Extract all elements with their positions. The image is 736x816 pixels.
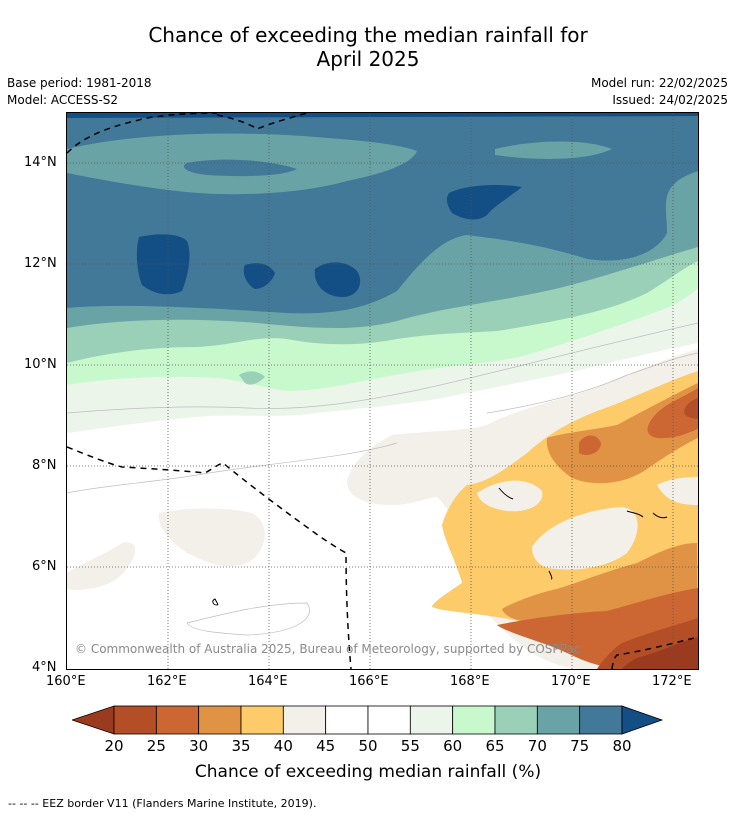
contour-lines [67, 322, 698, 636]
colorbar-cell-9 [494, 705, 538, 735]
rainfall-map [67, 113, 698, 669]
colorbar-cell-4 [282, 705, 327, 735]
band-20-25-ne [684, 398, 698, 419]
colorbar-label-35: 35 [231, 737, 251, 755]
colorbar-label-65: 65 [485, 737, 505, 755]
band-40-45-west1 [158, 508, 265, 567]
band-80-top [67, 113, 698, 118]
band-80-blob3 [314, 262, 361, 297]
band-80-blob4 [446, 185, 522, 220]
colorbar-cell-8 [452, 705, 496, 735]
x-tick-170e: 170°E [551, 674, 591, 689]
base-period: Base period: 1981-2018 [7, 76, 152, 90]
chart-title-line1: Chance of exceeding the median rainfall … [148, 23, 588, 47]
x-tick-162e: 162°E [147, 674, 187, 689]
colorbar-label-55: 55 [400, 737, 420, 755]
band-75-80-north-island [183, 159, 297, 177]
colorbar-cell-2 [198, 705, 242, 735]
colorbar-label-50: 50 [358, 737, 378, 755]
y-tick-8n: 8°N [32, 458, 57, 473]
band-40-45-west2 [67, 542, 136, 590]
band-40-45-island2 [532, 507, 638, 570]
colorbar-cell-11 [579, 705, 623, 735]
issued-date: Issued: 24/02/2025 [612, 93, 728, 107]
x-tick-172e: 172°E [652, 674, 692, 689]
band-30-35 [546, 383, 698, 484]
x-tick-168e: 168°E [450, 674, 490, 689]
colorbar-label-30: 30 [189, 737, 209, 755]
band-40-45-island3 [657, 477, 698, 505]
gridlines [67, 113, 698, 669]
band-65-70-patch [239, 371, 265, 385]
copyright-text: © Commonwealth of Australia 2025, Bureau… [75, 642, 581, 656]
colorbar-cell-3 [240, 705, 284, 735]
chart-title-line2: April 2025 [316, 47, 420, 71]
band-25-30-spot [579, 435, 601, 455]
colorbar-label-45: 45 [316, 737, 336, 755]
colorbar-cell-10 [536, 705, 581, 735]
colorbar-title: Chance of exceeding median rainfall (%) [194, 762, 542, 782]
colorbar-label-40: 40 [273, 737, 293, 755]
colorbar-label-80: 80 [612, 737, 632, 755]
colorbar-cell-7 [409, 705, 454, 735]
colorbar-label-75: 75 [570, 737, 590, 755]
colorbar-label-60: 60 [443, 737, 463, 755]
colorbar-high-arrow [621, 705, 664, 735]
eez-footnote: -- -- -- EEZ border V11 (Flanders Marine… [8, 797, 317, 810]
y-tick-6n: 6°N [32, 559, 57, 574]
colorbar-cell-0 [113, 705, 157, 735]
model-run-date: Model run: 22/02/2025 [590, 76, 728, 90]
band-80-blob2 [243, 263, 275, 289]
band-15-20 [622, 637, 698, 669]
colorbar-label-20: 20 [104, 737, 124, 755]
colorbar [72, 705, 664, 735]
eez-border [67, 113, 698, 669]
colorbar-cell-5 [325, 705, 369, 735]
island-coastlines [212, 487, 668, 606]
colorbar-label-70: 70 [527, 737, 547, 755]
x-tick-164e: 164°E [248, 674, 288, 689]
band-70-75-ne [495, 141, 612, 159]
y-tick-4n: 4°N [32, 660, 57, 675]
colorbar-cell-6 [367, 705, 411, 735]
y-tick-12n: 12°N [24, 256, 57, 271]
colorbar-cell-1 [155, 705, 200, 735]
model-name: Model: ACCESS-S2 [7, 93, 119, 107]
y-tick-14n: 14°N [24, 155, 57, 170]
x-tick-166e: 166°E [349, 674, 389, 689]
band-40-45-island1 [477, 480, 543, 512]
x-tick-160e: 160°E [46, 674, 86, 689]
y-tick-10n: 10°N [24, 357, 57, 372]
colorbar-label-25: 25 [146, 737, 166, 755]
colorbar-low-arrow [72, 705, 115, 735]
